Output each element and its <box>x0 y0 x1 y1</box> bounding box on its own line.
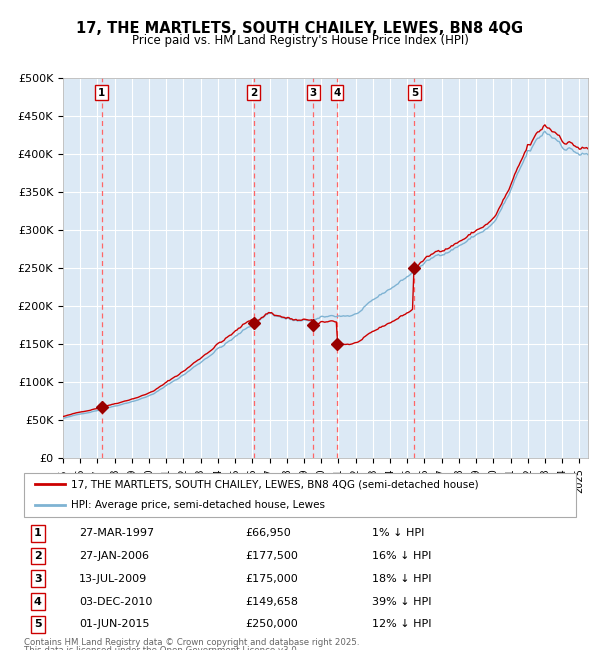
Text: £177,500: £177,500 <box>245 551 298 561</box>
Text: 17, THE MARTLETS, SOUTH CHAILEY, LEWES, BN8 4QG (semi-detached house): 17, THE MARTLETS, SOUTH CHAILEY, LEWES, … <box>71 480 479 489</box>
Text: 39% ↓ HPI: 39% ↓ HPI <box>372 597 431 606</box>
Text: 4: 4 <box>334 88 341 97</box>
Text: 2: 2 <box>34 551 41 561</box>
Text: 2: 2 <box>250 88 257 97</box>
FancyBboxPatch shape <box>24 473 576 517</box>
Text: 12% ↓ HPI: 12% ↓ HPI <box>372 619 431 629</box>
Text: 17, THE MARTLETS, SOUTH CHAILEY, LEWES, BN8 4QG: 17, THE MARTLETS, SOUTH CHAILEY, LEWES, … <box>76 21 524 36</box>
Text: 1: 1 <box>98 88 105 97</box>
Text: 27-JAN-2006: 27-JAN-2006 <box>79 551 149 561</box>
Text: 4: 4 <box>34 597 42 606</box>
Text: 5: 5 <box>411 88 418 97</box>
Text: £149,658: £149,658 <box>245 597 298 606</box>
Text: This data is licensed under the Open Government Licence v3.0.: This data is licensed under the Open Gov… <box>24 646 299 650</box>
Text: 5: 5 <box>34 619 41 629</box>
Text: HPI: Average price, semi-detached house, Lewes: HPI: Average price, semi-detached house,… <box>71 500 325 510</box>
Text: 27-MAR-1997: 27-MAR-1997 <box>79 528 154 538</box>
Text: £250,000: £250,000 <box>245 619 298 629</box>
Text: 3: 3 <box>34 574 41 584</box>
Text: £175,000: £175,000 <box>245 574 298 584</box>
Text: 1% ↓ HPI: 1% ↓ HPI <box>372 528 424 538</box>
Text: Contains HM Land Registry data © Crown copyright and database right 2025.: Contains HM Land Registry data © Crown c… <box>24 638 359 647</box>
Text: 18% ↓ HPI: 18% ↓ HPI <box>372 574 431 584</box>
Text: Price paid vs. HM Land Registry's House Price Index (HPI): Price paid vs. HM Land Registry's House … <box>131 34 469 47</box>
Text: 03-DEC-2010: 03-DEC-2010 <box>79 597 152 606</box>
Text: 1: 1 <box>34 528 41 538</box>
Text: 16% ↓ HPI: 16% ↓ HPI <box>372 551 431 561</box>
Text: 13-JUL-2009: 13-JUL-2009 <box>79 574 148 584</box>
Text: £66,950: £66,950 <box>245 528 290 538</box>
Text: 3: 3 <box>310 88 317 97</box>
Text: 01-JUN-2015: 01-JUN-2015 <box>79 619 150 629</box>
